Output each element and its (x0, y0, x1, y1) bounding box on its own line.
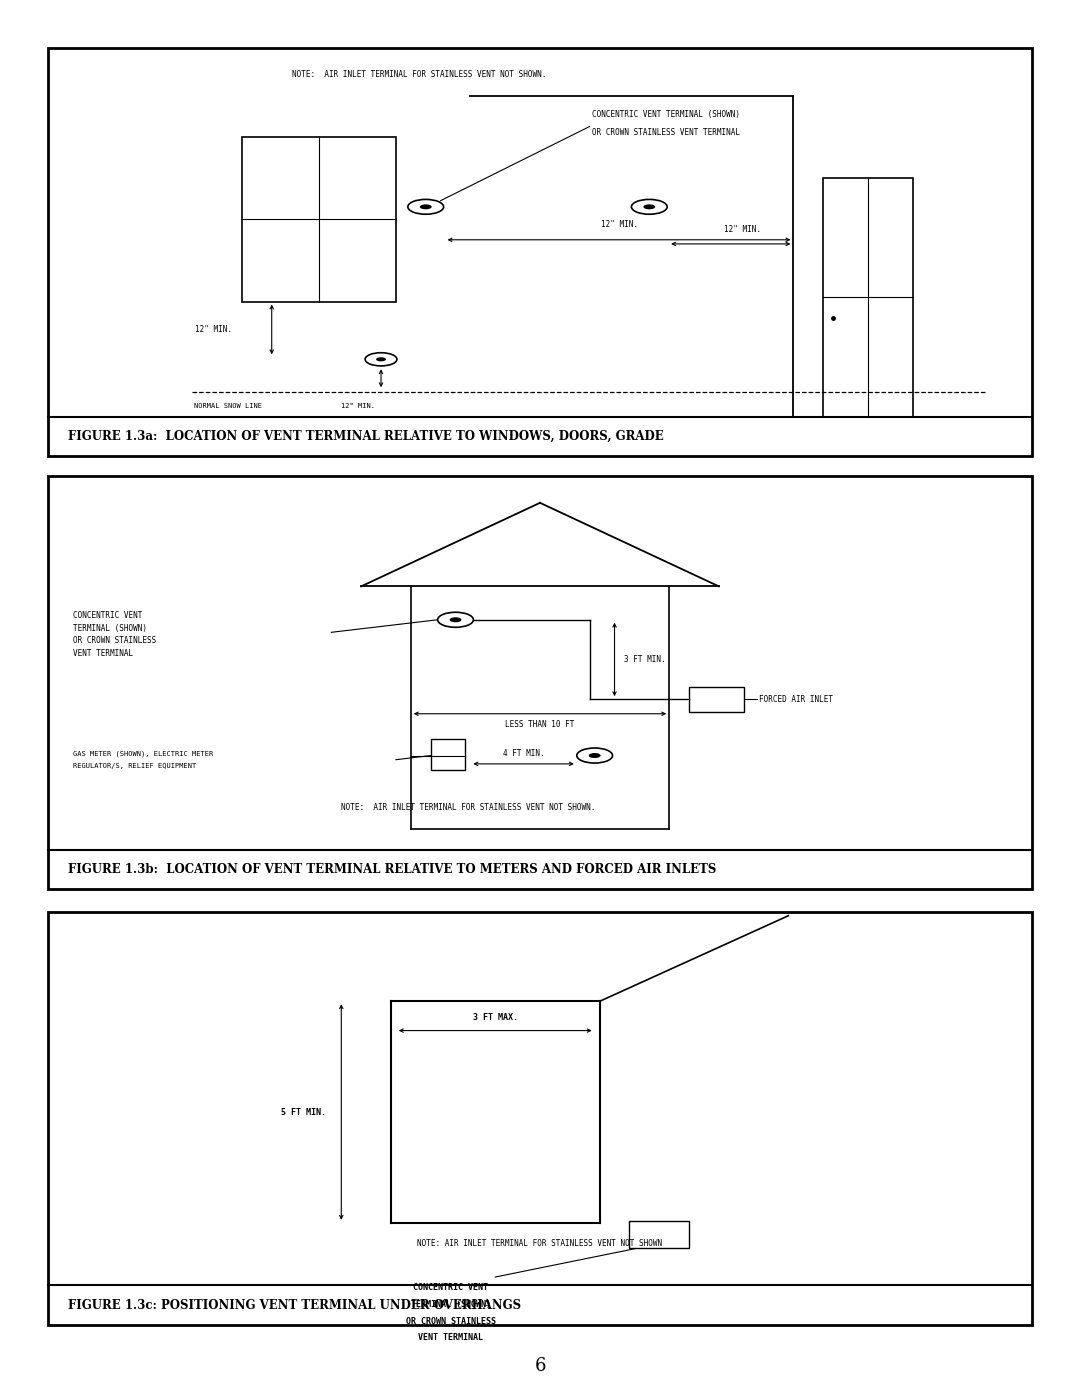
Bar (630, 1221, 689, 1248)
Text: TERMINAL (SHOWN): TERMINAL (SHOWN) (73, 623, 147, 633)
Text: TERMINAL (SHOWN): TERMINAL (SHOWN) (410, 1301, 490, 1309)
Text: FIGURE 1.3c: POSITIONING VENT TERMINAL UNDER OVERHANGS: FIGURE 1.3c: POSITIONING VENT TERMINAL U… (68, 1299, 522, 1312)
Text: FORCED AIR INLET: FORCED AIR INLET (758, 694, 833, 704)
Text: OR CROWN STAINLESS VENT TERMINAL: OR CROWN STAINLESS VENT TERMINAL (592, 127, 740, 137)
Text: 5 FT MIN.: 5 FT MIN. (282, 1108, 326, 1116)
Circle shape (577, 747, 612, 763)
Circle shape (376, 358, 386, 362)
Text: FIGURE 1.3a:  LOCATION OF VENT TERMINAL RELATIVE TO WINDOWS, DOORS, GRADE: FIGURE 1.3a: LOCATION OF VENT TERMINAL R… (68, 430, 664, 443)
Circle shape (408, 200, 444, 214)
FancyBboxPatch shape (49, 911, 1031, 1326)
Text: 12" MIN.: 12" MIN. (600, 221, 638, 229)
Text: NORMAL SNOW LINE: NORMAL SNOW LINE (194, 402, 262, 408)
Text: 12" MIN.: 12" MIN. (195, 326, 232, 334)
Text: OR CROWN STAINLESS: OR CROWN STAINLESS (73, 636, 157, 645)
Circle shape (589, 753, 600, 759)
Bar (242, 137, 396, 302)
Circle shape (420, 204, 432, 210)
Text: REGULATOR/S, RELIEF EQUIPMENT: REGULATOR/S, RELIEF EQUIPMENT (73, 763, 197, 768)
Text: CONCENTRIC VENT: CONCENTRIC VENT (73, 610, 143, 620)
Text: NOTE: AIR INLET TERMINAL FOR STAINLESS VENT NOT SHOWN: NOTE: AIR INLET TERMINAL FOR STAINLESS V… (418, 1239, 662, 1248)
Text: NOTE:  AIR INLET TERMINAL FOR STAINLESS VENT NOT SHOWN.: NOTE: AIR INLET TERMINAL FOR STAINLESS V… (341, 803, 596, 812)
Bar (823, 177, 913, 416)
Circle shape (437, 612, 473, 627)
Text: CONCENTRIC VENT: CONCENTRIC VENT (413, 1284, 488, 1292)
FancyBboxPatch shape (49, 475, 1031, 890)
Text: GAS METER (SHOWN), ELECTRIC METER: GAS METER (SHOWN), ELECTRIC METER (73, 750, 213, 757)
Circle shape (632, 200, 667, 214)
Text: 6: 6 (535, 1356, 545, 1375)
FancyBboxPatch shape (49, 47, 1031, 457)
Text: CONCENTRIC VENT TERMINAL (SHOWN): CONCENTRIC VENT TERMINAL (SHOWN) (592, 110, 740, 120)
Text: 3 FT MAX.: 3 FT MAX. (473, 1013, 517, 1023)
Bar (689, 686, 744, 711)
Text: 3 FT MIN.: 3 FT MIN. (624, 655, 666, 664)
Circle shape (644, 204, 656, 210)
Text: NOTE:  AIR INLET TERMINAL FOR STAINLESS VENT NOT SHOWN.: NOTE: AIR INLET TERMINAL FOR STAINLESS V… (292, 70, 546, 80)
Text: VENT TERMINAL: VENT TERMINAL (418, 1333, 483, 1343)
Bar (431, 739, 465, 770)
Text: FIGURE 1.3b:  LOCATION OF VENT TERMINAL RELATIVE TO METERS AND FORCED AIR INLETS: FIGURE 1.3b: LOCATION OF VENT TERMINAL R… (68, 863, 716, 876)
Text: OR CROWN STAINLESS: OR CROWN STAINLESS (406, 1317, 496, 1326)
Circle shape (449, 617, 461, 622)
Text: 12" MIN.: 12" MIN. (341, 402, 375, 408)
Text: VENT TERMINAL: VENT TERMINAL (73, 648, 133, 658)
Text: 4 FT MIN.: 4 FT MIN. (503, 749, 544, 757)
Text: 12" MIN.: 12" MIN. (724, 225, 760, 233)
Circle shape (365, 352, 397, 366)
Text: LESS THAN 10 FT: LESS THAN 10 FT (505, 719, 575, 729)
